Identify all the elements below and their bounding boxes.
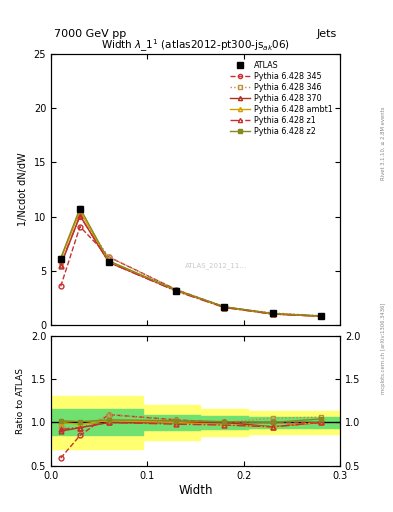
Text: Jets: Jets — [317, 29, 337, 39]
Title: Width $\lambda\_1^1$ (atlas2012-pt300-js$_{ak}$06): Width $\lambda\_1^1$ (atlas2012-pt300-js… — [101, 37, 290, 54]
Y-axis label: Ratio to ATLAS: Ratio to ATLAS — [16, 368, 25, 434]
Text: Rivet 3.1.10, ≥ 2.8M events: Rivet 3.1.10, ≥ 2.8M events — [381, 106, 386, 180]
X-axis label: Width: Width — [178, 483, 213, 497]
Text: ATLAS_2012_11...: ATLAS_2012_11... — [185, 262, 247, 269]
Text: 7000 GeV pp: 7000 GeV pp — [54, 29, 126, 39]
Y-axis label: 1/Ncdot dN/dW: 1/Ncdot dN/dW — [18, 153, 28, 226]
Legend: ATLAS, Pythia 6.428 345, Pythia 6.428 346, Pythia 6.428 370, Pythia 6.428 ambt1,: ATLAS, Pythia 6.428 345, Pythia 6.428 34… — [226, 58, 336, 139]
Text: mcplots.cern.ch [arXiv:1306.3436]: mcplots.cern.ch [arXiv:1306.3436] — [381, 303, 386, 394]
